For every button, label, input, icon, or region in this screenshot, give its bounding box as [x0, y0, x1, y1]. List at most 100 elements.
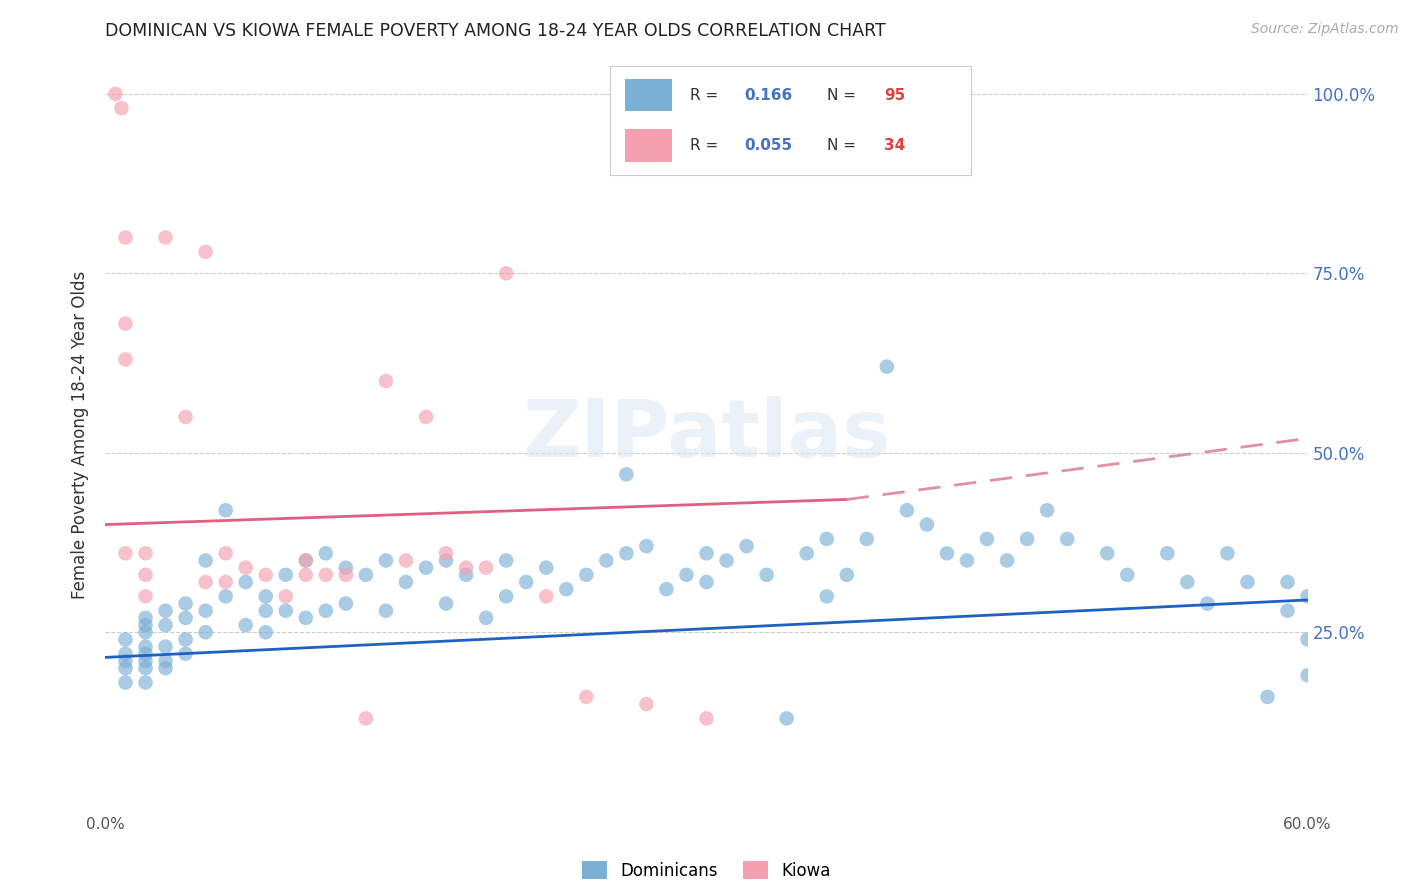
Point — [735, 539, 758, 553]
Point — [534, 560, 557, 574]
Point — [315, 546, 337, 560]
Point — [135, 661, 157, 675]
Point — [235, 560, 257, 574]
Point — [575, 690, 598, 704]
Point — [1236, 574, 1258, 589]
Point — [1017, 532, 1039, 546]
Point — [1056, 532, 1078, 546]
Point — [796, 546, 818, 560]
Point — [114, 632, 136, 647]
Point — [295, 553, 318, 567]
Point — [575, 567, 598, 582]
Point — [335, 560, 357, 574]
Point — [135, 618, 157, 632]
Point — [114, 654, 136, 668]
Point — [896, 503, 918, 517]
Point — [214, 503, 236, 517]
Point — [1296, 590, 1319, 604]
Point — [135, 640, 157, 654]
Point — [815, 590, 838, 604]
Point — [395, 574, 418, 589]
Point — [135, 675, 157, 690]
Point — [636, 697, 658, 711]
Point — [595, 553, 617, 567]
Point — [135, 647, 157, 661]
Point — [214, 546, 236, 560]
Point — [155, 604, 177, 618]
Point — [495, 266, 517, 280]
Point — [454, 560, 477, 574]
Point — [155, 618, 177, 632]
Point — [155, 640, 177, 654]
Point — [815, 532, 838, 546]
Point — [855, 532, 877, 546]
Point — [616, 546, 638, 560]
Point — [274, 604, 297, 618]
Y-axis label: Female Poverty Among 18-24 Year Olds: Female Poverty Among 18-24 Year Olds — [72, 271, 90, 599]
Point — [174, 597, 197, 611]
Point — [495, 590, 517, 604]
Point — [135, 546, 157, 560]
Point — [956, 553, 979, 567]
Point — [1277, 574, 1299, 589]
Point — [876, 359, 898, 374]
Point — [254, 625, 277, 640]
Point — [315, 604, 337, 618]
Point — [1296, 632, 1319, 647]
Point — [1097, 546, 1119, 560]
Point — [274, 567, 297, 582]
Point — [374, 553, 398, 567]
Point — [114, 230, 136, 244]
Point — [374, 604, 398, 618]
Point — [114, 675, 136, 690]
Point — [1216, 546, 1239, 560]
Point — [114, 317, 136, 331]
Point — [235, 574, 257, 589]
Point — [194, 574, 217, 589]
Point — [315, 567, 337, 582]
Point — [434, 546, 457, 560]
Point — [415, 560, 437, 574]
Point — [976, 532, 998, 546]
Point — [616, 467, 638, 482]
Point — [936, 546, 959, 560]
Text: DOMINICAN VS KIOWA FEMALE POVERTY AMONG 18-24 YEAR OLDS CORRELATION CHART: DOMINICAN VS KIOWA FEMALE POVERTY AMONG … — [105, 22, 886, 40]
Point — [254, 567, 277, 582]
Point — [696, 546, 718, 560]
Point — [114, 546, 136, 560]
Point — [104, 87, 127, 101]
Point — [135, 567, 157, 582]
Point — [696, 711, 718, 725]
Point — [555, 582, 578, 597]
Point — [354, 711, 377, 725]
Point — [135, 625, 157, 640]
Point — [454, 567, 477, 582]
Point — [174, 632, 197, 647]
Point — [755, 567, 778, 582]
Point — [434, 597, 457, 611]
Point — [636, 539, 658, 553]
Point — [194, 625, 217, 640]
Point — [155, 654, 177, 668]
Point — [110, 101, 132, 115]
Point — [114, 647, 136, 661]
Point — [214, 590, 236, 604]
Point — [155, 661, 177, 675]
Point — [274, 590, 297, 604]
Point — [374, 374, 398, 388]
Point — [675, 567, 697, 582]
Point — [655, 582, 678, 597]
Point — [1036, 503, 1059, 517]
Point — [776, 711, 799, 725]
Point — [1277, 604, 1299, 618]
Point — [1296, 668, 1319, 682]
Point — [135, 654, 157, 668]
Point — [696, 574, 718, 589]
Point — [174, 647, 197, 661]
Point — [495, 553, 517, 567]
Point — [1116, 567, 1139, 582]
Point — [1257, 690, 1279, 704]
Point — [354, 567, 377, 582]
Point — [995, 553, 1018, 567]
Point — [254, 590, 277, 604]
